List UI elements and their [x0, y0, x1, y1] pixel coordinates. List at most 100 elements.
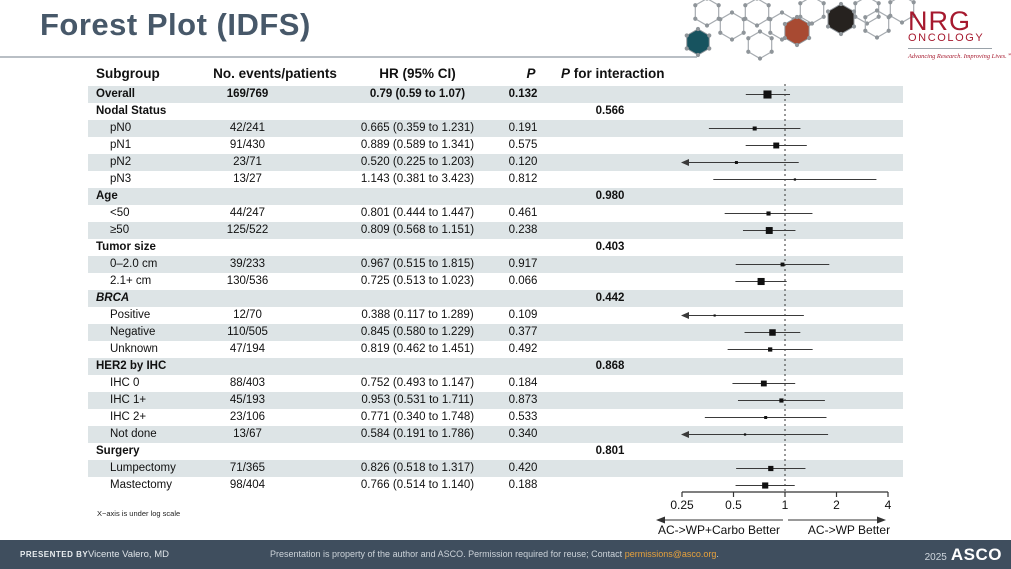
table-row: BRCA 0.442 [88, 290, 903, 307]
cell-pint [560, 375, 660, 392]
cell-hrci: 0.766 (0.514 to 1.140) [360, 479, 475, 491]
cell-hrci: 0.801 (0.444 to 1.447) [360, 207, 475, 219]
cell-p: 0.461 [508, 207, 538, 219]
cell-p: 0.066 [508, 275, 538, 287]
cell-events [200, 358, 295, 375]
nrg-logo-text: NRG [908, 6, 971, 36]
cell-events: 47/194 [229, 343, 266, 355]
col-header-hr-ci: HR (95% CI) [379, 66, 456, 81]
cell-label: Unknown [110, 343, 158, 355]
cell-hrci: 0.819 (0.462 to 1.451) [360, 343, 475, 355]
cell-label: pN3 [110, 173, 132, 185]
svg-text:2: 2 [833, 498, 840, 512]
copyright-disclaimer: Presentation is property of the author a… [270, 549, 719, 559]
table-row: ≥50 125/522 0.809 (0.568 to 1.151) 0.238 [88, 222, 903, 239]
cell-p: 0.188 [508, 479, 538, 491]
col-header-p: P [526, 66, 536, 81]
cell-pint [560, 477, 660, 494]
cell-label: IHC 0 [110, 377, 140, 389]
table-row: IHC 0 88/403 0.752 (0.493 to 1.147) 0.184 [88, 375, 903, 392]
page-title: Forest Plot (IDFS) [40, 7, 311, 42]
cell-p: 0.575 [508, 139, 538, 151]
table-row: <50 44/247 0.801 (0.444 to 1.447) 0.461 [88, 205, 903, 222]
cell-hrci: 0.826 (0.518 to 1.317) [360, 462, 475, 474]
table-row: Lumpectomy 71/365 0.826 (0.518 to 1.317) 0.… [88, 460, 903, 477]
cell-pint [560, 222, 660, 239]
cell-label: Age [96, 190, 118, 202]
cell-p: 0.109 [508, 309, 538, 321]
table-row: pN0 42/241 0.665 (0.359 to 1.231) 0.191 [88, 120, 903, 137]
cell-label: <50 [110, 207, 130, 219]
cell-events [200, 103, 295, 120]
cell-label: pN0 [110, 122, 132, 134]
cell-label: Nodal Status [96, 105, 167, 117]
cell-label: Mastectomy [110, 479, 172, 491]
footer-bar: PRESENTED BY Vicente Valero, MD Presenta… [0, 540, 1011, 569]
table-row: Mastectomy 98/404 0.766 (0.514 to 1.140) 0.… [88, 477, 903, 494]
cell-hrci: 0.584 (0.191 to 1.786) [360, 428, 475, 440]
cell-label: ≥50 [110, 224, 130, 236]
table-row: IHC 2+ 23/106 0.771 (0.340 to 1.748) 0.533 [88, 409, 903, 426]
cell-pint: 0.801 [595, 445, 625, 457]
cell-events: 23/71 [233, 156, 262, 168]
cell-label: HER2 by IHC [96, 360, 167, 372]
asco-logo-text: ASCO [950, 545, 1002, 564]
cell-p: 0.917 [508, 258, 538, 270]
cell-label: 2.1+ cm [110, 275, 152, 287]
cell-hrci: 1.143 (0.381 to 3.423) [360, 173, 475, 185]
cell-events: 44/247 [229, 207, 266, 219]
cell-pint [560, 324, 660, 341]
cell-label: pN2 [110, 156, 132, 168]
cell-hrci: 0.771 (0.340 to 1.748) [360, 411, 475, 423]
presented-by-label: PRESENTED BY [20, 550, 89, 559]
table-row: 2.1+ cm 130/536 0.725 (0.513 to 1.023) 0.06… [88, 273, 903, 290]
col-header-subgroup: Subgroup [96, 66, 160, 81]
cell-pint: 0.868 [595, 360, 625, 372]
cell-p [494, 443, 552, 460]
cell-events [200, 290, 295, 307]
table-row: Nodal Status 0.566 [88, 103, 903, 120]
cell-hrci: 0.79 (0.59 to 1.07) [369, 88, 466, 100]
table-header-row: Subgroup No. events/patients HR (95% CI)… [88, 62, 903, 86]
table-row: 0–2.0 cm 39/233 0.967 (0.515 to 1.815) 0.91… [88, 256, 903, 273]
cell-pint: 0.442 [595, 292, 625, 304]
cell-p [494, 358, 552, 375]
table-row: Overall 169/769 0.79 (0.59 to 1.07) 0.132 [88, 86, 903, 103]
permissions-email-link[interactable]: permissions@asco.org [624, 549, 717, 559]
cell-pint [560, 137, 660, 154]
cell-pint [560, 409, 660, 426]
cell-label: Lumpectomy [110, 462, 176, 474]
cell-hrci: 0.845 (0.580 to 1.229) [360, 326, 475, 338]
cell-p [494, 188, 552, 205]
cell-p: 0.812 [508, 173, 538, 185]
cell-pint [560, 154, 660, 171]
log-scale-footnote: X−axis is under log scale [97, 509, 181, 518]
cell-pint [560, 256, 660, 273]
cell-events: 42/241 [229, 122, 266, 134]
cell-label: pN1 [110, 139, 132, 151]
nrg-oncology-text: ONCOLOGY [908, 32, 985, 44]
table-row: pN1 91/430 0.889 (0.589 to 1.341) 0.575 [88, 137, 903, 154]
cell-events [200, 239, 295, 256]
cell-events [200, 443, 295, 460]
cell-p: 0.420 [508, 462, 538, 474]
cell-p: 0.184 [508, 377, 538, 389]
cell-hrci [350, 239, 485, 256]
cell-label: IHC 2+ [110, 411, 147, 423]
cell-hrci [350, 188, 485, 205]
cell-events: 130/536 [226, 275, 269, 287]
cell-events: 39/233 [229, 258, 266, 270]
cell-label: Surgery [96, 445, 140, 457]
table-rows: Overall 169/769 0.79 (0.59 to 1.07) 0.132 No… [88, 86, 903, 494]
cell-events: 110/505 [227, 326, 268, 338]
cell-pint [560, 341, 660, 358]
cell-p [494, 103, 552, 120]
cell-p: 0.377 [508, 326, 538, 338]
cell-events: 91/430 [229, 139, 266, 151]
table-row: HER2 by IHC 0.868 [88, 358, 903, 375]
cell-label: 0–2.0 cm [110, 258, 158, 270]
cell-pint [560, 171, 660, 188]
table-row: Age 0.980 [88, 188, 903, 205]
cell-hrci: 0.889 (0.589 to 1.341) [360, 139, 475, 151]
